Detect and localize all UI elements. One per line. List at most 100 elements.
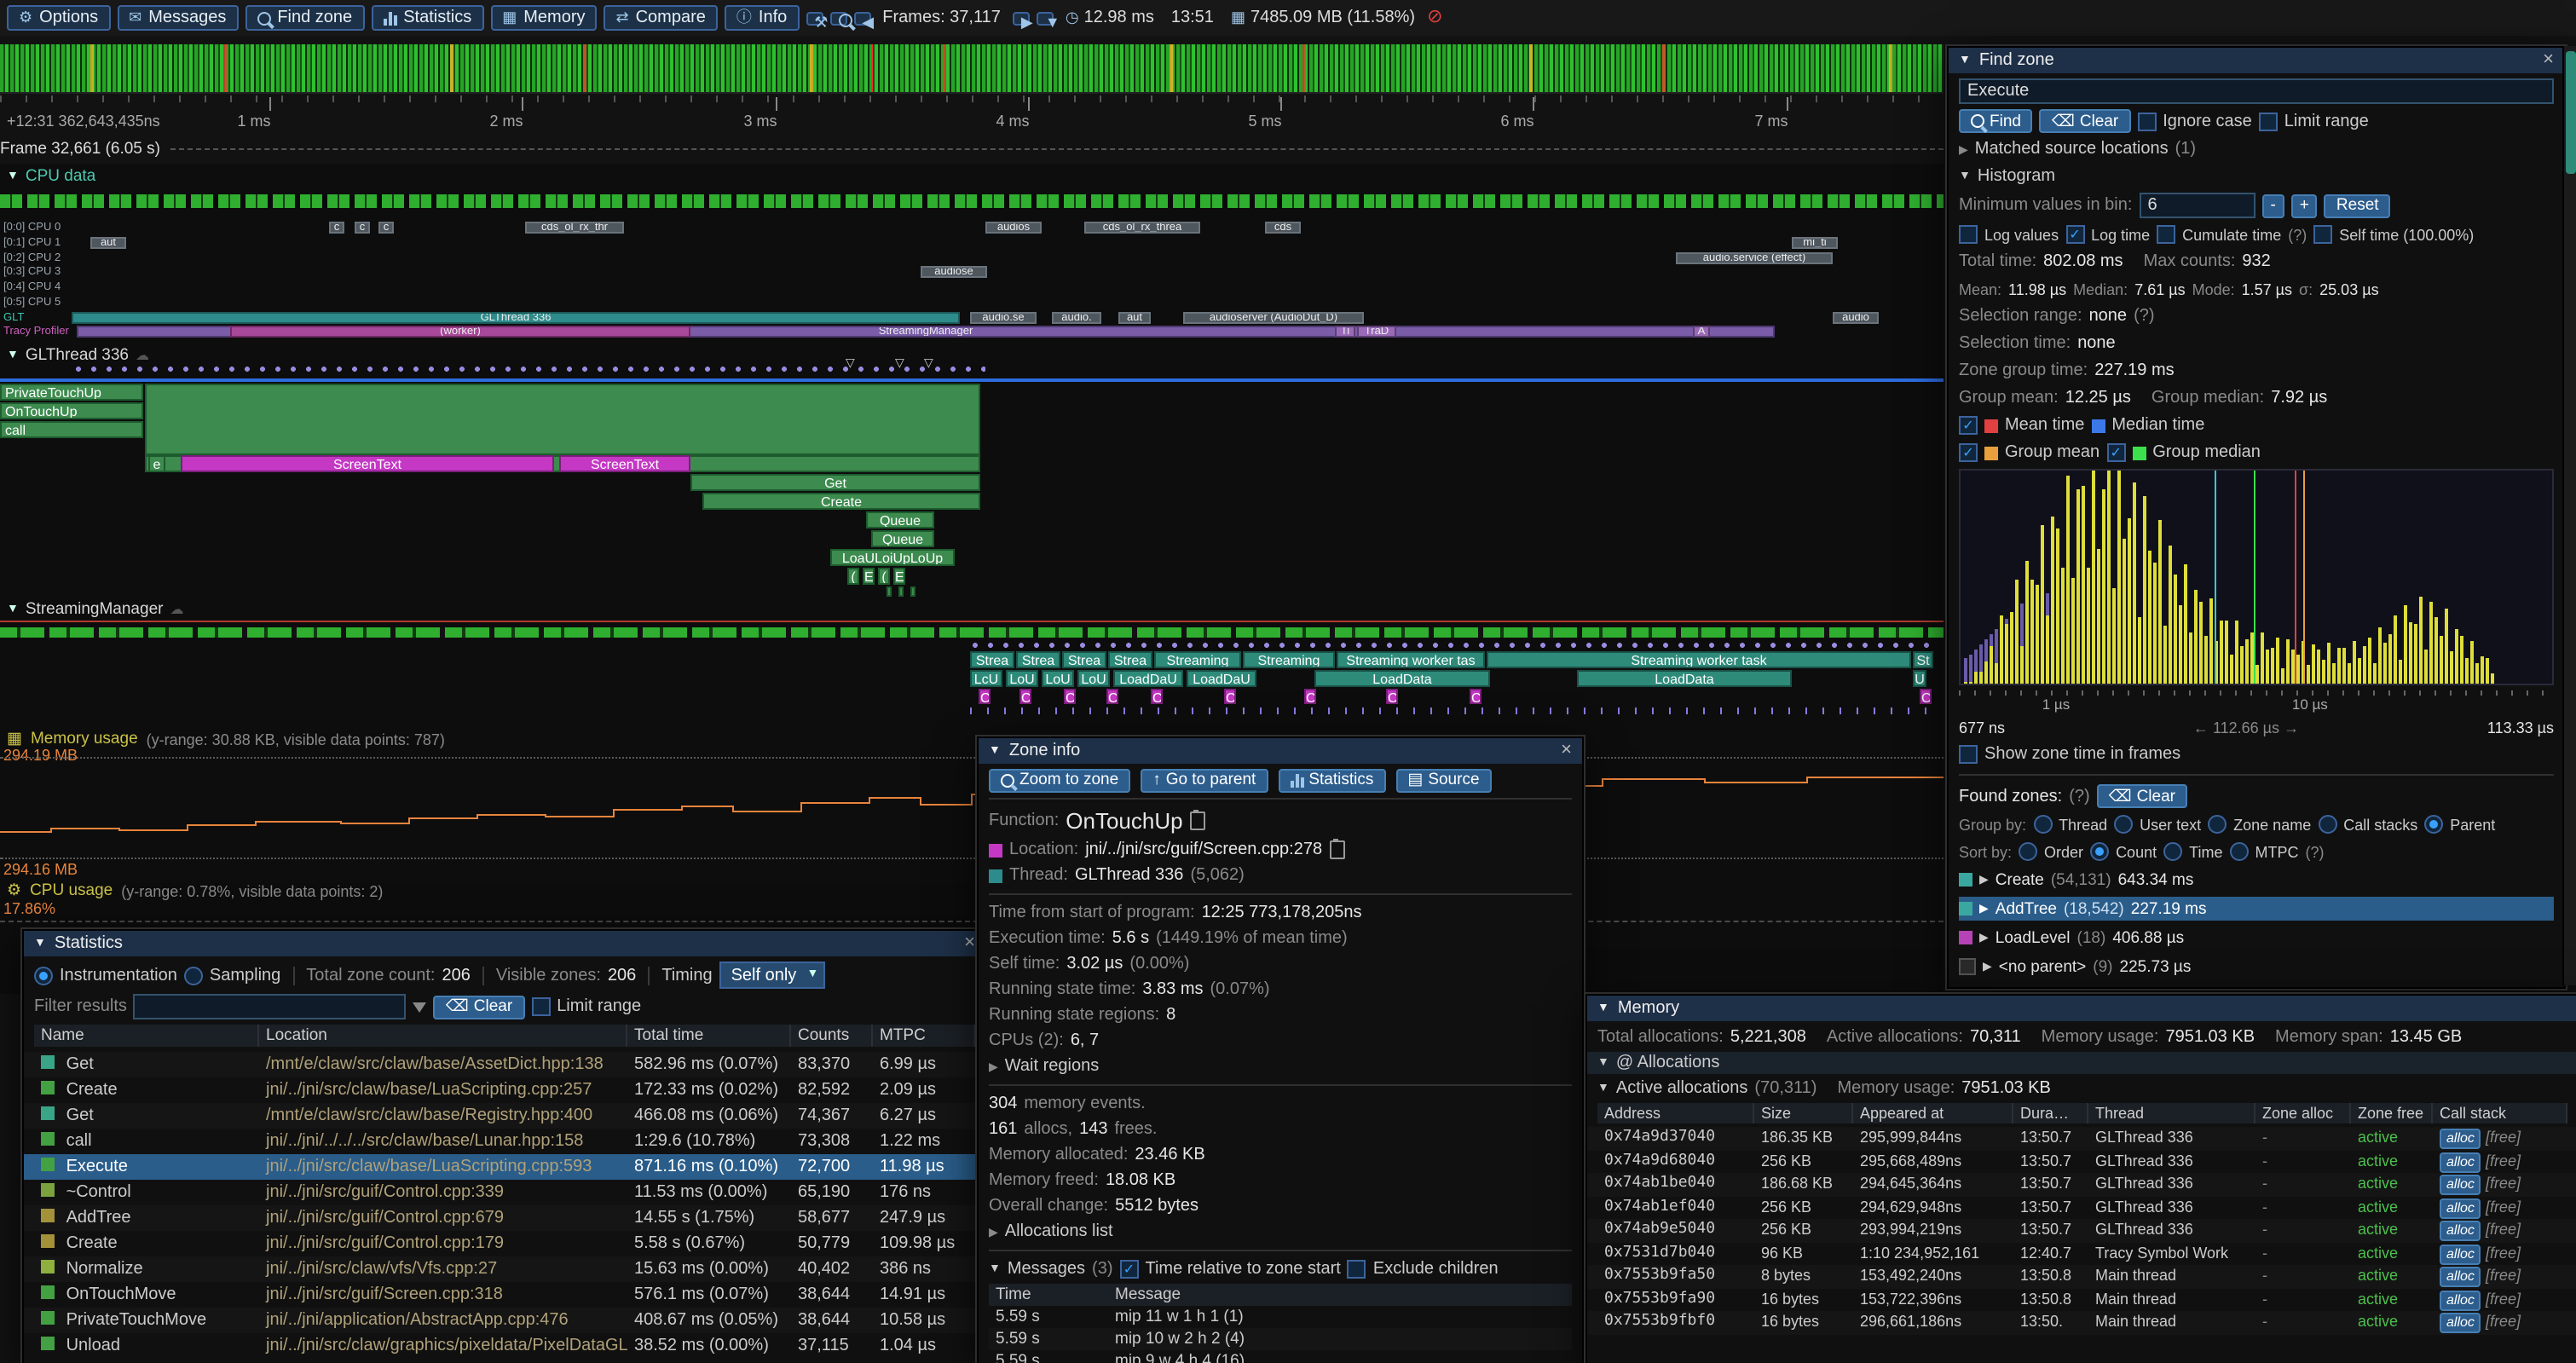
zone-bar[interactable]: C [1920,689,1932,704]
zone-bar[interactable]: C [1470,689,1481,704]
alloc-callstack-button[interactable]: alloc [2440,1175,2481,1195]
zoom-tool-button[interactable] [829,11,852,26]
group-zonename-radio[interactable] [2208,815,2227,834]
zone-bar[interactable]: ScreenText [559,455,690,472]
info-button[interactable]: ⓘ Info [724,5,800,31]
table-row[interactable]: Create jni/../jni/src/guif/Control.cpp:17… [24,1231,985,1256]
zone-info-titlebar[interactable]: ▼ Zone info × [979,738,1582,764]
min-bin-input[interactable] [2139,193,2255,218]
mean-time-checkbox[interactable]: ✓ [1959,416,1978,435]
table-row[interactable]: AddTree jni/../jni/src/guif/Control.cpp:6… [24,1205,985,1231]
timing-dropdown[interactable]: Self only [719,962,826,989]
zone-chip[interactable]: audioserver (AudioDut_D) [1183,311,1364,323]
compare-button[interactable]: ⇄ Compare [604,5,718,31]
zone-bar[interactable]: Strea [1016,651,1060,668]
memory-button[interactable]: ▦ Memory [490,5,598,31]
message-time[interactable]: 5.59 s [996,1308,1040,1326]
message-marker-icon[interactable]: ▽ [924,358,933,370]
zone-bar[interactable]: Strea [970,651,1014,668]
matched-locations-expander[interactable]: ▶ Matched source locations (1) [1959,140,2197,159]
find-zone-button[interactable]: Find zone [245,5,365,31]
cumulate-time-checkbox[interactable] [2157,225,2176,244]
table-row[interactable]: 0x7553b9fa50 8 bytes 153,492,240ns 13:50.8 M… [1587,1265,2576,1288]
zone-bar[interactable]: Streaming [1154,651,1241,668]
limit-range-checkbox[interactable] [2258,112,2278,130]
tools-button[interactable]: ⚒ [806,11,828,29]
table-row[interactable]: 0x74a9d68040 256 KB 295,668,489ns 13:50.7 GL… [1587,1150,2576,1173]
zone-bar[interactable]: C [1019,689,1031,704]
statistics-window-titlebar[interactable]: ▼ Statistics × [24,931,985,956]
table-row[interactable]: Normalize jni/../jni/src/claw/vfs/Vfs.cpp… [24,1256,985,1282]
zone-bar[interactable]: St [1913,651,1933,668]
messages-expander[interactable]: ▼ Messages (3) ✓ Time relative to zone s… [989,1260,1499,1279]
statistics-button[interactable]: Statistics [371,5,484,31]
cpu-plot-header[interactable]: ⚙ CPU usage (y-range: 0.78%, visible dat… [7,881,383,900]
message-time[interactable]: 5.59 s [996,1352,1040,1363]
table-row[interactable]: 0x74ab9e5040 256 KB 293,994,219ns 13:50.7 GL… [1587,1219,2576,1242]
sampling-radio[interactable] [183,966,203,985]
cpu-data-section-header[interactable]: ▼ CPU data [7,167,95,186]
histogram-expander[interactable]: ▼ Histogram [1959,167,2056,186]
thread-name[interactable]: GLThread 336 [1074,866,1184,885]
found-zone-row[interactable]: ▶ Create (54,131) 643.34 ms [1959,868,2554,892]
zone-bar[interactable]: C [1151,689,1163,704]
zone-bar[interactable]: U [1913,670,1926,687]
zone-chip[interactable]: audio.service (effect) [1676,251,1833,263]
memory-plot-header[interactable]: ▦ Memory usage (y-range: 30.88 KB, visib… [7,730,445,748]
time-relative-checkbox[interactable]: ✓ [1119,1260,1139,1279]
clear-found-button[interactable]: ⌫ Clear [2096,784,2187,808]
column-header[interactable]: Time [989,1284,1108,1306]
zone-bar[interactable] [887,586,892,597]
zone-chip[interactable]: mi_ti [1792,236,1838,249]
zone-bar[interactable]: E [893,568,905,585]
ignore-case-checkbox[interactable] [2137,112,2157,130]
found-zone-row[interactable]: ▶ <no parent> (9) 225.73 µs [1959,955,2554,979]
next-frame-button[interactable]: ▶ [1012,11,1033,29]
zone-bar[interactable]: ScreenText [181,455,554,472]
alloc-callstack-button[interactable]: alloc [2440,1221,2481,1241]
alloc-callstack-button[interactable]: alloc [2440,1198,2481,1218]
zone-bar[interactable]: ( [847,568,859,585]
message-marker-icon[interactable]: ▽ [846,358,855,370]
group-thread-radio[interactable] [2033,815,2053,834]
options-button[interactable]: ⚙ Options [7,5,111,31]
log-values-checkbox[interactable] [1959,225,1978,244]
zone-bar[interactable]: LoaULoiUpLoUp [830,549,955,566]
show-zone-time-checkbox[interactable] [1959,745,1978,764]
copy-icon[interactable] [1189,810,1205,830]
table-row-selected[interactable]: Execute jni/../jni/src/claw/base/LuaScrip… [24,1154,985,1180]
zone-bar[interactable]: PrivateTouchUp [0,384,143,401]
glthread-section-header[interactable]: ▼ GLThread 336 ☁ [7,346,149,365]
zone-bar[interactable]: LoadData [1314,670,1490,687]
zone-bar[interactable]: C [1064,689,1076,704]
group-parent-radio[interactable] [2424,815,2444,834]
self-time-checkbox[interactable] [2313,225,2333,244]
zone-bar[interactable]: LoU [1006,670,1038,687]
exclude-children-checkbox[interactable] [1347,1260,1366,1279]
alloc-callstack-button[interactable]: alloc [2440,1129,2481,1149]
table-row[interactable]: Unload jni/../jni/src/claw/graphics/pixel… [24,1333,985,1359]
memory-table-header[interactable]: Address Size Appeared at Dura… Thread Zone … [1597,1103,2567,1123]
alloc-callstack-button[interactable]: alloc [2440,1244,2481,1264]
column-header[interactable]: Message [1108,1284,1572,1306]
active-allocations-expander[interactable]: ▼ Active allocations (70,311) Memory usa… [1597,1079,2051,1098]
bin-minus-button[interactable]: - [2261,193,2284,217]
limit-range-checkbox[interactable] [531,997,551,1016]
message-dots[interactable] [970,641,1935,650]
sort-mtpc-radio[interactable] [2229,842,2249,861]
group-callstacks-radio[interactable] [2318,815,2337,834]
table-row[interactable]: 0x7553b9fbf0 16 bytes 296,661,186ns 13:50. M… [1587,1311,2576,1334]
zone-chip[interactable]: TraD [1357,326,1396,338]
table-row[interactable]: 0x74ab1ef040 256 KB 294,629,948ns 13:50.7 GL… [1587,1196,2576,1219]
zone-bar[interactable]: Queue [866,511,934,528]
copy-icon[interactable] [1329,839,1345,859]
zone-chip[interactable]: c [329,222,344,234]
table-row[interactable]: 0x74ab1be040 186.68 KB 294,645,364ns 13:50.… [1587,1173,2576,1196]
memory-plot[interactable] [0,757,1944,856]
zone-bar[interactable]: LoU [1042,670,1074,687]
messages-button[interactable]: ✉ Messages [117,5,239,31]
table-row[interactable]: OnTouchMove jni/../jni/src/guif/Screen.cp… [24,1282,985,1308]
zone-chip[interactable]: audio [1833,311,1879,323]
zone-bar[interactable]: Strea [1062,651,1106,668]
zone-bar[interactable] [898,586,904,597]
